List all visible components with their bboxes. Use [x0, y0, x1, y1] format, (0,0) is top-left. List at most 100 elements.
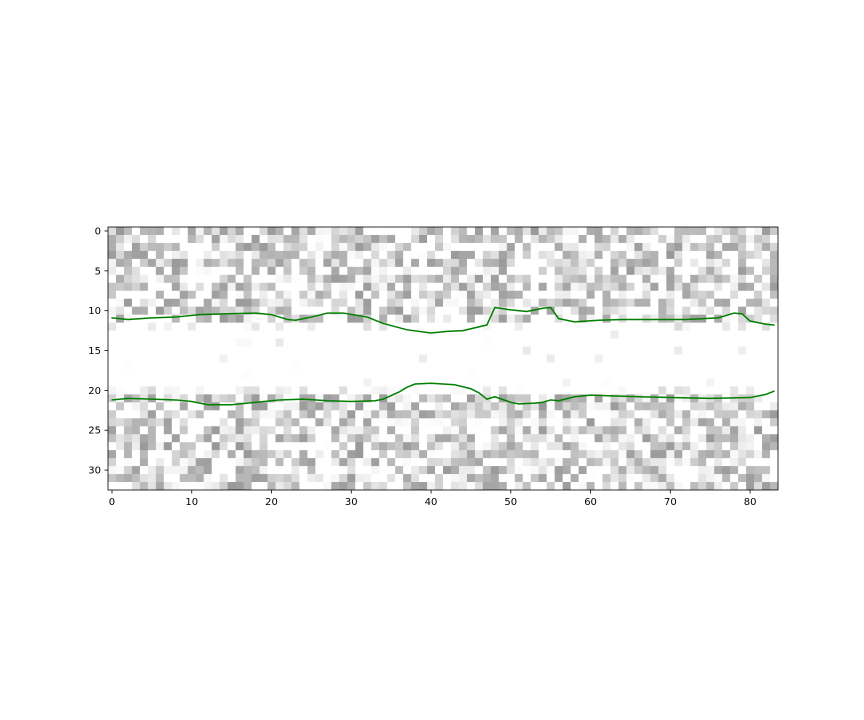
- heatmap-cell: [714, 370, 723, 379]
- heatmap-cell: [522, 346, 532, 356]
- heatmap-cell: [123, 354, 133, 363]
- heatmap-cell: [235, 458, 245, 467]
- heatmap-cell: [355, 410, 364, 419]
- heatmap-cell: [738, 442, 747, 451]
- heatmap-cell: [562, 418, 572, 427]
- heatmap-cell: [355, 258, 364, 268]
- heatmap-cell: [443, 434, 452, 443]
- heatmap-cell: [698, 434, 707, 443]
- heatmap-cell: [163, 458, 173, 467]
- heatmap-cell: [570, 458, 580, 467]
- heatmap-cell: [642, 402, 651, 411]
- heatmap-cell: [147, 458, 157, 467]
- heatmap-cell: [339, 474, 348, 483]
- heatmap-cell: [251, 482, 261, 490]
- heatmap-cell: [243, 474, 253, 483]
- heatmap-cell: [139, 258, 149, 268]
- heatmap-cell: [610, 354, 619, 363]
- heatmap-cell: [443, 314, 452, 324]
- heatmap-cell: [387, 410, 396, 419]
- heatmap-cell: [307, 227, 316, 236]
- heatmap-cell: [514, 458, 524, 467]
- heatmap-cell: [203, 314, 213, 324]
- heatmap-cell: [155, 274, 165, 284]
- heatmap-cell: [331, 434, 340, 443]
- heatmap-cell: [395, 290, 404, 300]
- heatmap-cell: [195, 298, 205, 308]
- heatmap-cell: [419, 258, 428, 268]
- heatmap-cell: [690, 378, 699, 387]
- heatmap-cell: [682, 266, 691, 276]
- heatmap-cell: [770, 266, 778, 276]
- heatmap-cell: [474, 266, 484, 276]
- heatmap-cell: [403, 458, 412, 467]
- heatmap-cell: [203, 282, 213, 292]
- heatmap-cell: [602, 266, 611, 276]
- heatmap-cell: [123, 330, 133, 340]
- heatmap-cell: [730, 434, 739, 443]
- heatmap-cell: [706, 290, 715, 300]
- heatmap-cell: [299, 346, 308, 356]
- heatmap-cell: [642, 410, 651, 419]
- heatmap-cell: [666, 346, 675, 356]
- heatmap-cell: [363, 242, 372, 252]
- heatmap-cell: [108, 282, 117, 292]
- heatmap-cell: [115, 378, 125, 387]
- heatmap-cell: [762, 290, 771, 300]
- heatmap-cell: [746, 298, 755, 308]
- heatmap-cell: [610, 234, 619, 244]
- heatmap-cell: [474, 450, 484, 459]
- heatmap-cell: [339, 274, 348, 284]
- heatmap-cell: [419, 298, 428, 308]
- heatmap-cell: [498, 402, 508, 411]
- heatmap-cell: [195, 442, 205, 451]
- heatmap-cell: [522, 314, 532, 324]
- heatmap-cell: [131, 282, 141, 292]
- heatmap-cell: [123, 298, 133, 308]
- heatmap-cell: [482, 298, 492, 308]
- heatmap-cell: [387, 394, 396, 403]
- heatmap-cell: [155, 250, 165, 260]
- heatmap-cell: [490, 482, 500, 490]
- heatmap-cell: [466, 250, 476, 260]
- heatmap-cell: [690, 290, 699, 300]
- heatmap-cell: [482, 426, 492, 435]
- heatmap-cell: [698, 474, 707, 483]
- heatmap-cell: [275, 394, 284, 403]
- heatmap-cell: [746, 282, 755, 292]
- heatmap-cell: [171, 370, 181, 379]
- heatmap-cell: [554, 258, 564, 268]
- heatmap-cell: [578, 338, 588, 348]
- heatmap-cell: [291, 322, 300, 332]
- heatmap-cell: [698, 330, 707, 340]
- heatmap-cell: [682, 346, 691, 356]
- heatmap-cell: [355, 362, 364, 371]
- heatmap-cell: [650, 258, 659, 268]
- heatmap-cell: [371, 378, 380, 387]
- heatmap-cell: [147, 434, 157, 443]
- heatmap-cell: [227, 306, 237, 316]
- heatmap-cell: [546, 474, 556, 483]
- heatmap-cell: [698, 442, 707, 451]
- heatmap-cell: [131, 450, 141, 459]
- heatmap-cell: [498, 418, 508, 427]
- heatmap-cell: [586, 314, 596, 324]
- heatmap-cell: [698, 354, 707, 363]
- heatmap-cell: [538, 338, 548, 348]
- heatmap-cell: [211, 474, 221, 483]
- heatmap-cell: [275, 450, 284, 459]
- heatmap-cell: [235, 434, 245, 443]
- heatmap-cell: [650, 242, 659, 252]
- heatmap-cell: [514, 482, 524, 490]
- heatmap-cell: [754, 258, 763, 268]
- heatmap-cell: [363, 426, 372, 435]
- heatmap-cell: [738, 402, 747, 411]
- heatmap-cell: [163, 234, 173, 244]
- heatmap-cell: [618, 466, 627, 475]
- heatmap-cell: [498, 338, 508, 348]
- heatmap-cell: [251, 274, 261, 284]
- heatmap-cell: [267, 314, 276, 324]
- heatmap-cell: [722, 466, 731, 475]
- heatmap-cell: [299, 386, 308, 395]
- heatmap-cell: [395, 338, 404, 348]
